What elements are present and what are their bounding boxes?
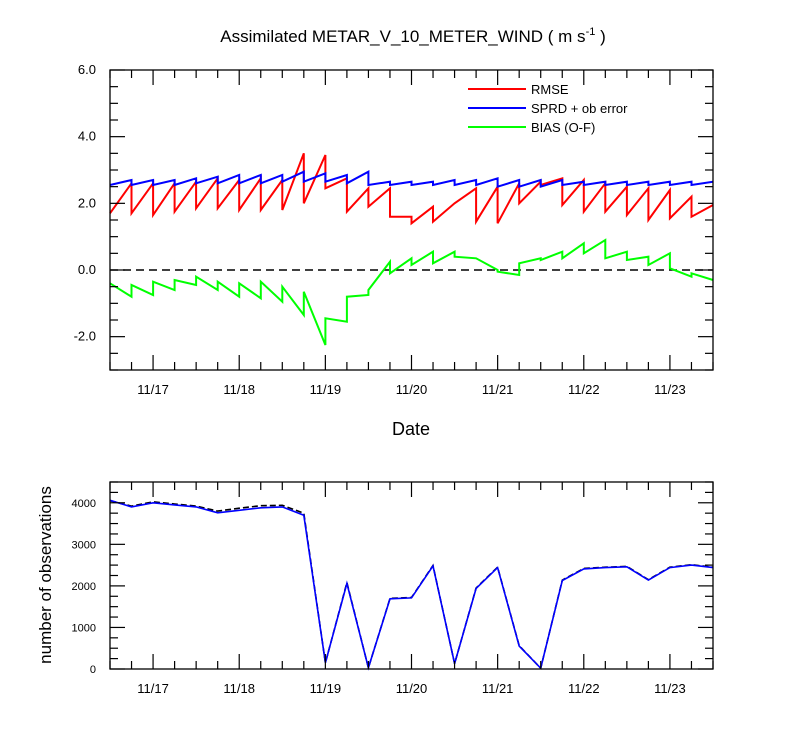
top-x-tick-label: 11/17 xyxy=(137,382,169,397)
top-x-tick-label: 11/18 xyxy=(223,382,255,397)
bot-series-0-line xyxy=(109,499,714,671)
top-x-tick-label: 11/21 xyxy=(482,382,514,397)
top-x-tick-label: 11/23 xyxy=(654,382,686,397)
top-y-tick-label: 4.0 xyxy=(78,129,96,144)
y-axis-label: number of observations xyxy=(36,486,55,664)
top-series-1-line xyxy=(109,170,714,189)
top-y-tick-label: 0.0 xyxy=(78,262,96,277)
bot-y-tick-label: 2000 xyxy=(72,581,96,593)
bot-x-tick-label: 11/20 xyxy=(396,681,428,696)
bottom-chart: 11/17 11/18 11/19 11/20 11/21 11/22 11/23 0 1000… xyxy=(36,481,714,696)
bot-y-tick-label: 0 xyxy=(90,664,96,676)
legend: RMSE SPRD + ob error BIAS (O-F) xyxy=(468,82,628,135)
legend-label: BIAS (O-F) xyxy=(531,120,595,135)
top-y-tick-label: 6.0 xyxy=(78,62,96,77)
bot-x-tick-label: 11/19 xyxy=(310,681,342,696)
bot-x-tick-label: 11/21 xyxy=(482,681,514,696)
top-plot-frame xyxy=(109,69,714,371)
bot-y-tick-label: 1000 xyxy=(72,622,96,634)
top-x-tick-label: 11/20 xyxy=(396,382,428,397)
bottom-plot-frame xyxy=(109,481,714,670)
top-x-tick-label: 11/19 xyxy=(310,382,342,397)
bot-x-tick-label: 11/17 xyxy=(137,681,169,696)
bot-series-1-line xyxy=(109,499,714,671)
top-series-2-line xyxy=(109,238,714,346)
top-y-tick-label: 2.0 xyxy=(78,195,96,210)
bot-x-tick-label: 11/22 xyxy=(568,681,600,696)
top-chart: Assimilated METAR_V_10_METER_WIND ( m s-… xyxy=(74,26,714,439)
bot-x-tick-label: 11/18 xyxy=(223,681,255,696)
x-axis-label: Date xyxy=(392,419,430,439)
legend-label: SPRD + ob error xyxy=(531,101,628,116)
top-series-0-line xyxy=(109,152,714,226)
bot-x-tick-label: 11/23 xyxy=(654,681,686,696)
top-x-tick-label: 11/22 xyxy=(568,382,600,397)
legend-label: RMSE xyxy=(531,82,569,97)
chart-title: Assimilated METAR_V_10_METER_WIND ( m s-… xyxy=(220,26,605,46)
bot-y-tick-label: 3000 xyxy=(72,539,96,551)
top-y-tick-label: -2.0 xyxy=(74,329,96,344)
bot-y-tick-label: 4000 xyxy=(72,498,96,510)
